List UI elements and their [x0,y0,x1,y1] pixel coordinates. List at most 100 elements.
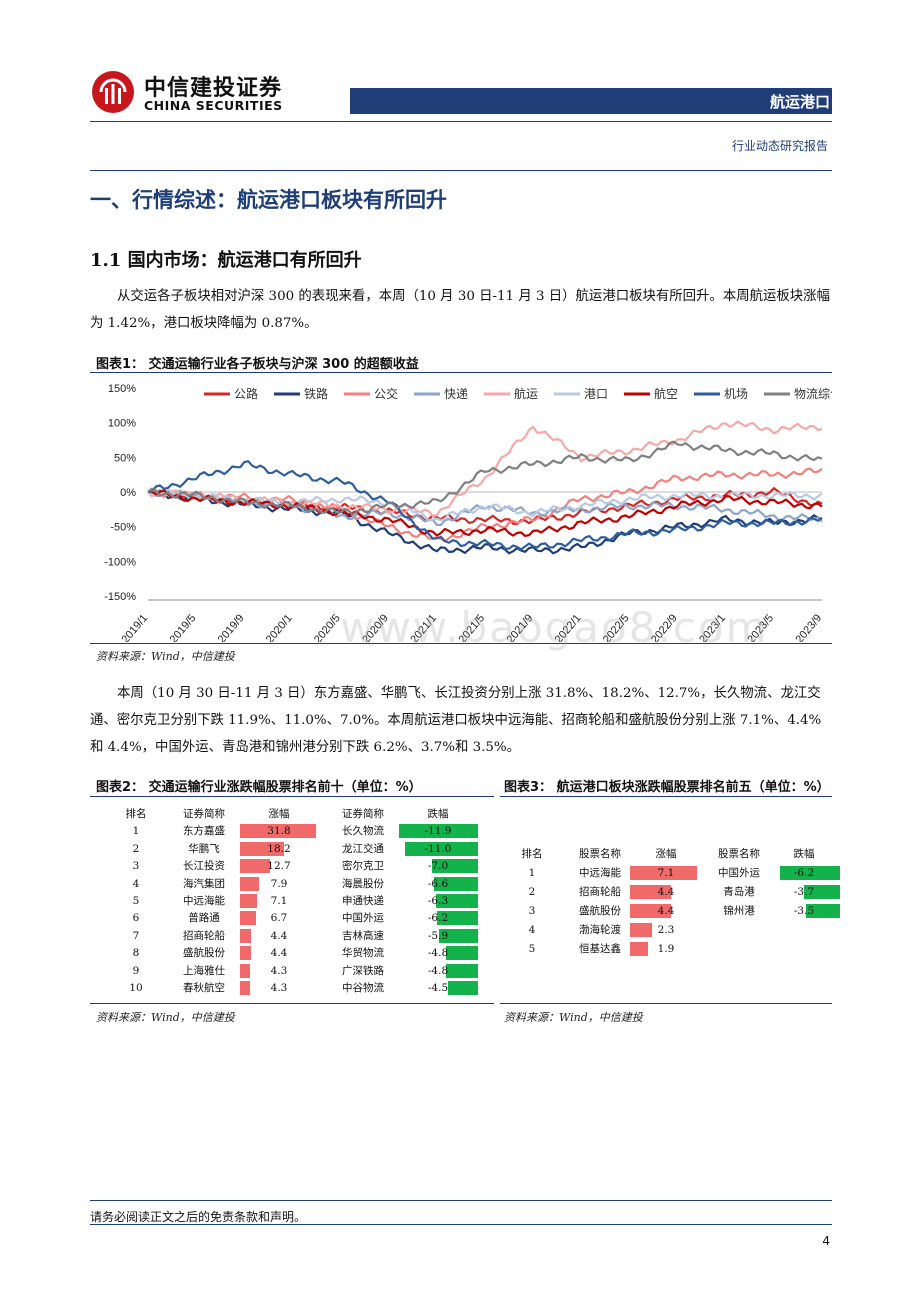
legend-label: 航运 [514,386,538,401]
figure-2-ranking-table: 排名 证券简称 涨幅 证券简称 跌幅 1 东方嘉盛 31.8 长久物流 -11.9 2 华鹏飞 18.2… [96,806,496,1006]
legend-label: 机场 [724,387,748,401]
figure-3-bottom-rule [500,1003,832,1004]
down-name-cell: 海晨股份 [342,877,384,890]
legend-label: 公路 [234,386,258,401]
rank-cell: 1 [132,825,140,838]
up-value-cell: 7.1 [270,895,288,907]
up-bar [630,904,672,918]
x-tick-label: 2020/1 [264,612,295,642]
down-name-cell: 龙江交通 [342,842,384,855]
header-cell: 跌幅 [793,848,815,860]
rank-cell: 8 [132,947,140,960]
header-cell: 涨幅 [655,848,677,860]
down-value-cell: -3.5 [793,905,815,917]
figure-1-bottom-rule [90,643,832,644]
up-bar [240,981,251,995]
header-tag-bar [350,88,832,114]
section-tag: 航运港口 [769,93,830,111]
down-value-cell: -6.2 [793,867,815,879]
up-name-cell: 盛航股份 [183,947,225,960]
figure-3-top-rule [500,796,832,797]
down-bar [439,928,478,943]
rank-cell: 2 [132,842,140,855]
figure-1-title: 图表1： 交通运输行业各子板块与沪深 300 的超额收益 [96,357,419,372]
down-value-cell: -11.9 [424,825,452,838]
down-bar [399,824,478,839]
down-name-cell: 吉林高速 [342,929,384,942]
legend-label: 物流综合 [794,386,832,401]
brand-name-en: CHINA SECURITIES [144,98,283,113]
legend-label: 公交 [374,386,398,401]
up-value-cell: 7.9 [270,877,288,890]
table-row: 3 长江投资 12.7 密尔克卫 -7.0 [96,858,496,874]
x-tick-label: 2019/5 [168,612,199,642]
y-tick-label: 50% [114,452,136,464]
up-value-cell: 4.3 [270,982,288,994]
heading-2: 1.1 国内市场：航运港口有所回升 [90,250,362,271]
up-name-cell: 渤海轮渡 [579,924,621,936]
up-bar [630,866,697,880]
disclaimer-note: 请务必阅读正文之后的免责条款和声明。 [90,1210,307,1224]
x-tick-label: 2020/5 [312,612,343,642]
header-cell: 股票名称 [718,848,760,860]
down-bar [804,885,840,899]
up-name-cell: 东方嘉盛 [183,825,225,838]
up-value-cell: 4.4 [270,929,288,942]
down-bar [780,866,840,880]
rank-cell: 10 [129,982,143,994]
up-value-cell: 4.4 [657,886,675,898]
header-cell: 涨幅 [268,808,290,820]
down-value-cell: -11.0 [424,842,452,855]
table-header: 排名 证券简称 涨幅 证券简称 跌幅 [96,806,496,822]
legend-label: 铁路 [304,386,328,401]
y-tick-label: -100% [104,556,136,568]
down-bar [437,911,478,926]
up-name-cell: 海汽集团 [183,877,225,890]
brand-name-cn: 中信建投证券 [144,76,283,101]
up-bar [240,859,271,874]
up-bar [630,923,652,937]
paragraph-1: 从交运各子板块相对沪深 300 的表现来看，本周（10 月 30 日-11 月 … [90,289,830,331]
down-value-cell: -4.5 [427,982,449,994]
down-bar [806,904,840,918]
down-name-cell: 锦州港 [723,905,755,917]
up-value-cell: 4.4 [657,905,675,917]
down-name-cell: 密尔克卫 [342,860,384,873]
table-row: 1 中远海能 7.1 中国外运 -6.2 [504,865,840,881]
down-name-cell: 长久物流 [342,825,384,838]
series-line-港口 [147,488,823,522]
rank-cell: 5 [528,943,536,955]
x-tick-label: 2019/9 [216,612,247,642]
footer-divider-2 [90,1224,832,1225]
page-number: 4 [822,1234,830,1248]
down-name-cell: 申通快递 [342,895,384,907]
figure-3-source: 资料来源：Wind，中信建投 [504,1011,643,1024]
up-bar [240,911,257,926]
figure-2-source: 资料来源：Wind，中信建投 [96,1011,235,1024]
down-bar [448,981,478,995]
up-name-cell: 上海雅仕 [183,964,225,977]
table-row: 4 海汽集团 7.9 海晨股份 -6.6 [96,876,496,892]
down-bar [446,963,478,978]
down-bar [436,894,478,908]
up-name-cell: 华鹏飞 [188,842,220,855]
table-row: 8 盛航股份 4.4 华贸物流 -4.8 [96,945,496,961]
up-bar [240,841,284,856]
watermark: www.baogao8.com [340,603,769,652]
x-tick-label: 2023/9 [793,612,824,642]
table-header: 排名 股票名称 涨幅 股票名称 跌幅 [504,846,834,862]
up-value-cell: 7.1 [657,867,675,879]
down-name-cell: 广深铁路 [342,964,384,977]
y-tick-label: 100% [108,418,136,430]
series-line-机场 [147,460,823,551]
legend-label: 港口 [584,387,608,401]
down-value-cell: -6.6 [427,877,449,890]
up-name-cell: 中远海能 [183,895,225,907]
up-name-cell: 招商轮船 [579,886,621,898]
table-row: 3 盛航股份 4.4 锦州港 -3.5 [504,903,840,919]
figure-2-bottom-rule [90,1003,494,1004]
header-cell: 证券简称 [342,808,384,820]
company-logo-icon [92,71,134,113]
table-row: 4 渤海轮渡 2.3 [504,922,834,938]
up-bar [630,942,648,956]
